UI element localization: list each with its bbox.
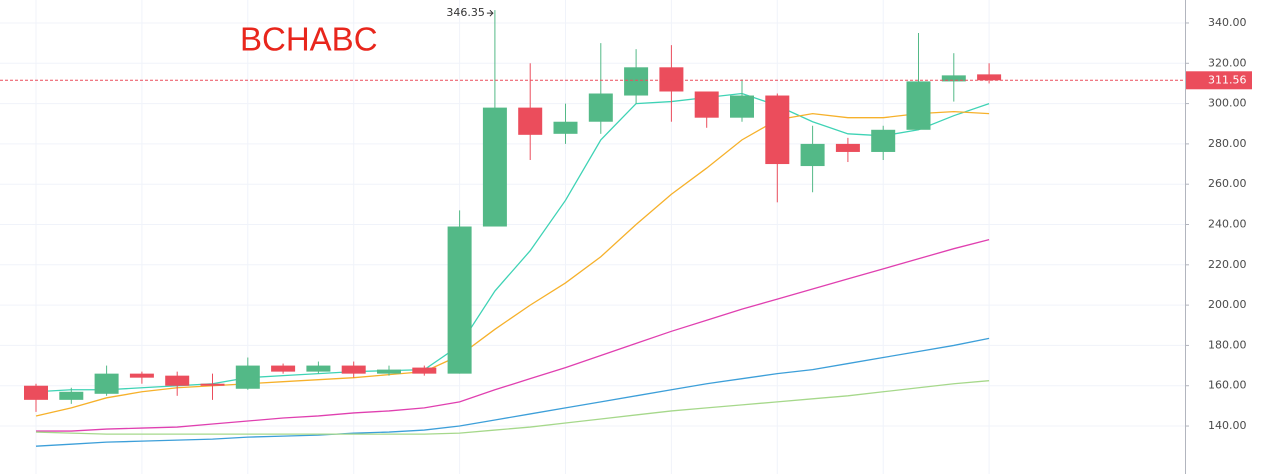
y-tick-label: 320.00 xyxy=(1208,56,1247,69)
candle-body xyxy=(412,367,437,374)
last-price-label: 311.56 xyxy=(1208,73,1247,86)
candle-body xyxy=(553,121,578,134)
candle-body xyxy=(447,226,472,374)
candle-body xyxy=(59,391,84,400)
candle-body xyxy=(730,95,754,118)
candle-body xyxy=(377,369,401,374)
y-tick-label: 280.00 xyxy=(1208,137,1247,150)
y-tick-label: 180.00 xyxy=(1208,338,1247,351)
candle-body xyxy=(906,81,931,130)
candle-body xyxy=(941,75,966,82)
y-tick-label: 300.00 xyxy=(1208,97,1247,110)
candle-body xyxy=(271,365,296,372)
candle-body xyxy=(518,107,543,135)
y-tick-label: 140.00 xyxy=(1208,419,1247,432)
candle-body xyxy=(624,67,649,96)
candle-body xyxy=(129,373,154,378)
y-tick-label: 200.00 xyxy=(1208,298,1247,311)
ma-line xyxy=(36,238,990,432)
ma-line xyxy=(35,380,990,435)
candle-body xyxy=(200,383,225,386)
y-tick-label: 160.00 xyxy=(1208,379,1247,392)
annotation-arrow xyxy=(486,9,494,17)
last-price-tag xyxy=(1186,71,1252,90)
high-annotation: 346.35 xyxy=(446,6,485,19)
candle-body xyxy=(871,129,896,152)
candle-body xyxy=(588,93,613,122)
candle-body xyxy=(341,365,366,374)
y-tick-label: 240.00 xyxy=(1208,218,1247,231)
candle-body xyxy=(235,365,260,389)
candle-body xyxy=(306,365,331,372)
candle-body xyxy=(482,107,507,227)
ma-line xyxy=(35,92,990,393)
candle-body xyxy=(835,143,860,152)
candle-body xyxy=(977,74,1002,81)
chart-title: BCHABC xyxy=(240,21,378,58)
candle-body xyxy=(165,375,190,386)
candle-body xyxy=(659,67,684,92)
y-tick-label: 340.00 xyxy=(1208,16,1247,29)
y-tick-label: 260.00 xyxy=(1208,177,1247,190)
candle-body xyxy=(94,373,119,394)
ma-line xyxy=(35,110,990,417)
ma-line xyxy=(35,337,990,447)
candle-body xyxy=(24,385,48,400)
candle-body xyxy=(800,143,825,167)
candle-body xyxy=(765,95,790,165)
candle-body xyxy=(694,91,719,118)
y-tick-label: 220.00 xyxy=(1208,258,1247,271)
